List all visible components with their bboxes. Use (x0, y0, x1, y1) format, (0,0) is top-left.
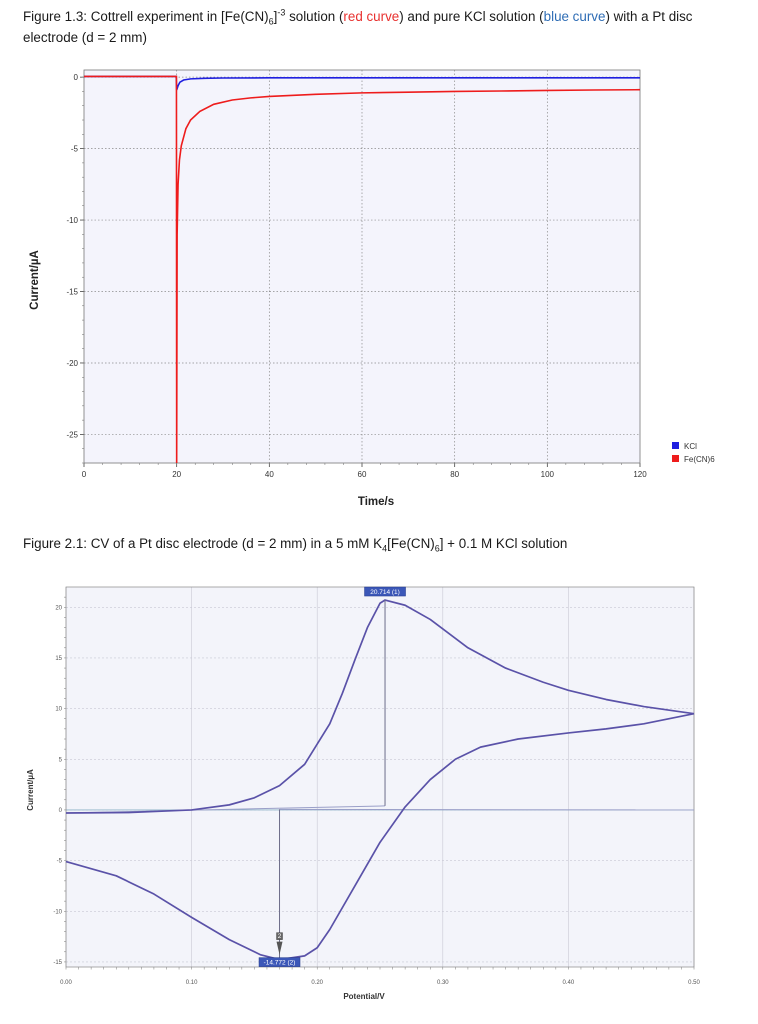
y-tick-label: 10 (55, 707, 62, 713)
legend-swatch (672, 442, 679, 449)
y-tick-label: -25 (66, 430, 78, 439)
plot-background (66, 587, 694, 967)
y-tick-label: 0 (74, 73, 79, 82)
x-axis-label: Time/s (358, 496, 394, 508)
y-tick-label: -15 (53, 960, 62, 966)
peak-marker-label: 2 (278, 933, 282, 940)
y-tick-label: -15 (66, 288, 78, 297)
legend-swatch (672, 455, 679, 462)
peak-value-box (258, 957, 301, 967)
x-tick-label: 0.40 (563, 980, 575, 986)
x-tick-label: 60 (358, 470, 367, 479)
cottrell-chart: 0 20 40 60 80 100 120 0 -5 -10 -15 -20 -25 KCl Fe(CN)6… (29, 69, 715, 508)
plot-frame (83, 69, 641, 464)
y-tick-label: 20 (55, 605, 62, 611)
peak-value-box (364, 586, 406, 597)
figure-1-caption: Figure 1.3: Cottrell experiment in [Fe(C… (23, 7, 693, 45)
x-tick-label: 0.30 (437, 980, 449, 986)
x-tick-label: 0 (82, 470, 87, 479)
x-tick-label: 80 (450, 470, 459, 479)
y-axis-label-cv: Current/µA (26, 769, 35, 811)
legend-label: Fe(CN)6 (684, 455, 715, 464)
peak-marker-arrow (276, 941, 283, 955)
x-tick-label: 0.50 (688, 980, 700, 986)
peak-marker-box (276, 932, 283, 940)
x-tick-label: 40 (265, 470, 274, 479)
y-tick-label: -10 (66, 216, 78, 225)
x-tick-label: 0.00 (60, 980, 72, 986)
peak-value-label: 20.714 (1) (370, 589, 400, 596)
x-tick-label: 0.10 (186, 980, 198, 986)
peak-value-label: -14.772 (2) (264, 959, 296, 966)
cv-forward-scan (65, 599, 695, 814)
series-line-fecn6 (84, 75, 640, 463)
figure-2-caption: Figure 2.1: CV of a Pt disc electrode (d… (23, 536, 568, 554)
cv-reverse-scan (65, 712, 695, 961)
y-tick-label: -10 (53, 909, 62, 915)
peak-baseline (279, 808, 695, 811)
legend-label: KCl (684, 442, 697, 451)
y-tick-label: -5 (57, 859, 63, 865)
y-axis-label: Current/µA (29, 250, 41, 310)
y-tick-label: 0 (59, 808, 63, 814)
x-tick-label: 0.20 (311, 980, 323, 986)
y-tick-label: -5 (71, 145, 79, 154)
x-tick-label: 120 (633, 470, 647, 479)
x-tick-label: 20 (172, 470, 181, 479)
y-tick-label: 5 (59, 757, 63, 763)
y-tick-label: -20 (66, 359, 78, 368)
x-axis-label-cv: Potential/V (343, 992, 385, 1001)
y-tick-label: 15 (55, 656, 62, 662)
x-tick-label: 100 (541, 470, 555, 479)
